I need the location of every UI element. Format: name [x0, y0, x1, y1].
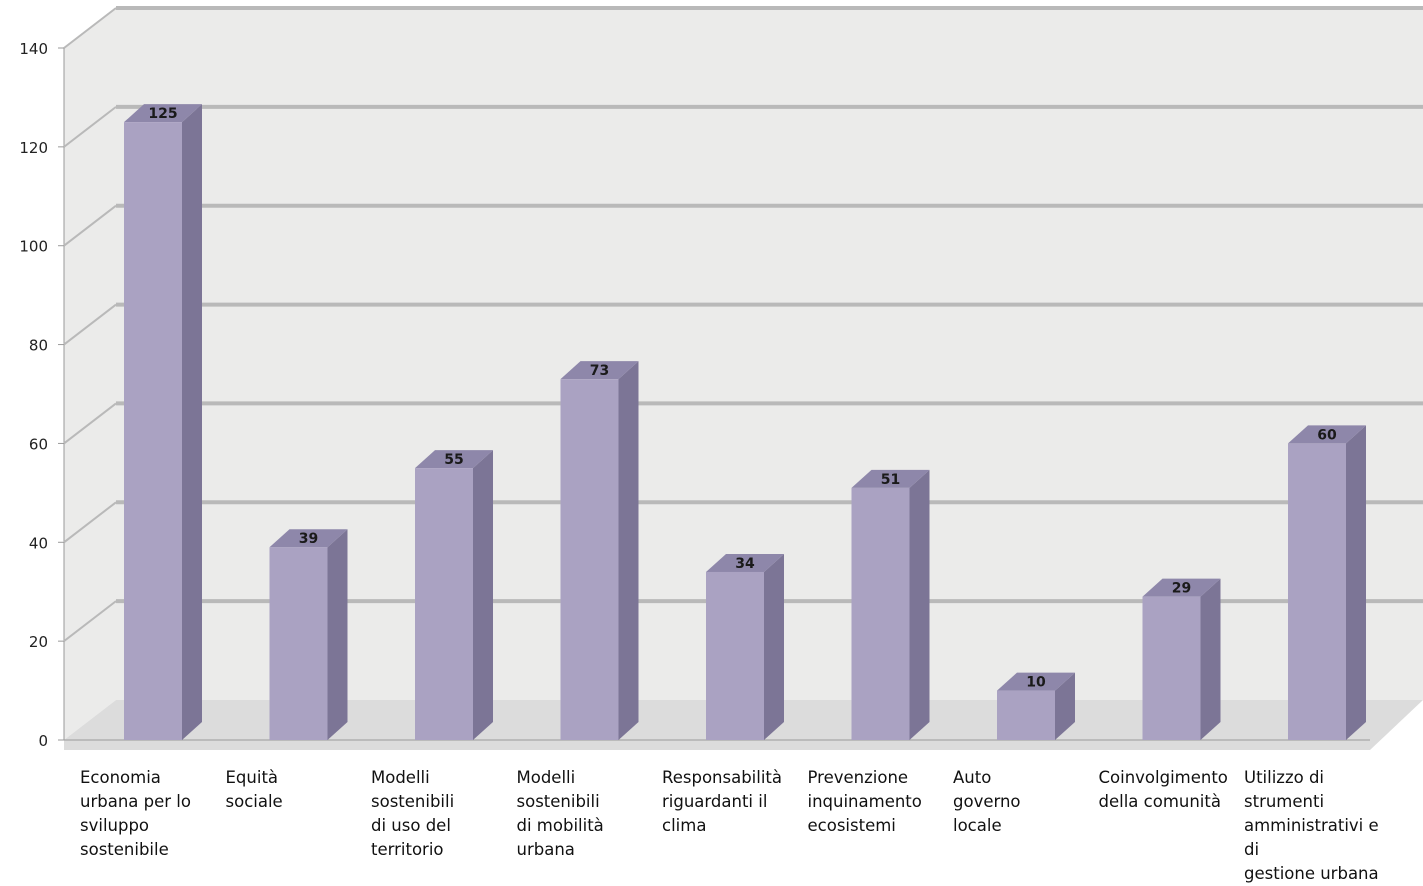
- bar-front: [1142, 596, 1201, 740]
- bar-side: [327, 529, 348, 740]
- bar-side: [1346, 425, 1366, 740]
- category-label: Modelli sostenibili di mobilità urbana: [516, 768, 604, 859]
- category-label: Prevenzione inquinamento ecosistemi: [807, 768, 922, 835]
- category-label: Coinvolgimento della comunità: [1098, 768, 1228, 811]
- bar-value-label: 10: [1026, 675, 1046, 691]
- gridline-side: [63, 204, 117, 247]
- y-tick-label: 0: [38, 732, 48, 750]
- category-label: Modelli sostenibili di uso del territori…: [371, 768, 455, 859]
- bar-top: [415, 450, 493, 469]
- y-tick-label: 20: [29, 633, 48, 651]
- bar-top: [1142, 578, 1221, 597]
- gridline-side: [63, 106, 117, 148]
- bar-side: [909, 469, 930, 740]
- bar-side: [182, 104, 202, 740]
- category-label: Utilizzo di strumenti amministrativi e d…: [1244, 768, 1379, 883]
- category-label: Auto governo locale: [953, 768, 1021, 835]
- bar-value-label: 73: [590, 363, 609, 379]
- y-axis: 0 20 40 60 80 100 120 140: [19, 40, 64, 750]
- bar-front: [124, 122, 182, 740]
- bar-value-label: 34: [735, 556, 755, 572]
- bar-front: [851, 487, 910, 740]
- bar-front: [997, 690, 1055, 740]
- bar-front: [560, 379, 619, 740]
- bar-side: [1200, 578, 1221, 740]
- y-tick-label: 60: [29, 435, 48, 453]
- bar-top: [560, 361, 639, 380]
- back-wall: [64, 8, 1423, 740]
- y-tick-label: 80: [29, 337, 48, 355]
- bar-top: [851, 469, 930, 488]
- gridline-side: [63, 600, 117, 642]
- bar-front: [1288, 443, 1346, 740]
- bar: 51: [851, 469, 930, 740]
- bar-value-label: 51: [881, 472, 900, 488]
- y-tick-label: 100: [19, 238, 48, 256]
- bar: 10: [997, 672, 1075, 740]
- bar: 39: [269, 529, 348, 740]
- bar-front: [706, 571, 764, 740]
- bar-front: [269, 547, 328, 740]
- bar: 29: [1142, 578, 1221, 740]
- bar-front: [415, 468, 473, 740]
- category-label: Responsabilità riguardanti il clima: [662, 768, 783, 835]
- bar-top: [269, 529, 348, 548]
- bar-side: [764, 553, 784, 740]
- bar: 34: [706, 553, 784, 740]
- bar-top: [1288, 425, 1366, 444]
- bar: 55: [415, 450, 493, 740]
- bar-value-label: 29: [1172, 581, 1191, 597]
- gridline-side: [63, 501, 117, 544]
- bar-top: [706, 553, 784, 572]
- y-tick-label: 140: [19, 40, 48, 58]
- category-label: Equità sociale: [225, 768, 283, 811]
- gridline-side: [63, 303, 117, 346]
- gridline-side: [63, 7, 117, 49]
- bars: 125 39 55 73 34 51 10 29 60: [124, 104, 1366, 740]
- bar-side: [473, 450, 493, 740]
- bar-side: [1055, 672, 1075, 740]
- bar-value-label: 39: [299, 531, 318, 547]
- bar-side: [618, 361, 639, 740]
- y-tick-label: 120: [19, 139, 48, 157]
- bar: 60: [1288, 425, 1366, 740]
- bar-value-label: 125: [148, 106, 177, 122]
- bar-top: [124, 104, 202, 123]
- bar-value-label: 55: [444, 452, 463, 468]
- gridline-side: [63, 402, 117, 445]
- bar: 125: [124, 104, 202, 740]
- category-label: Economia urbana per lo sviluppo sostenib…: [80, 768, 191, 859]
- bar: 73: [560, 361, 639, 740]
- bar-top: [997, 672, 1075, 691]
- bar-value-label: 60: [1317, 427, 1337, 443]
- y-tick-label: 40: [29, 534, 48, 552]
